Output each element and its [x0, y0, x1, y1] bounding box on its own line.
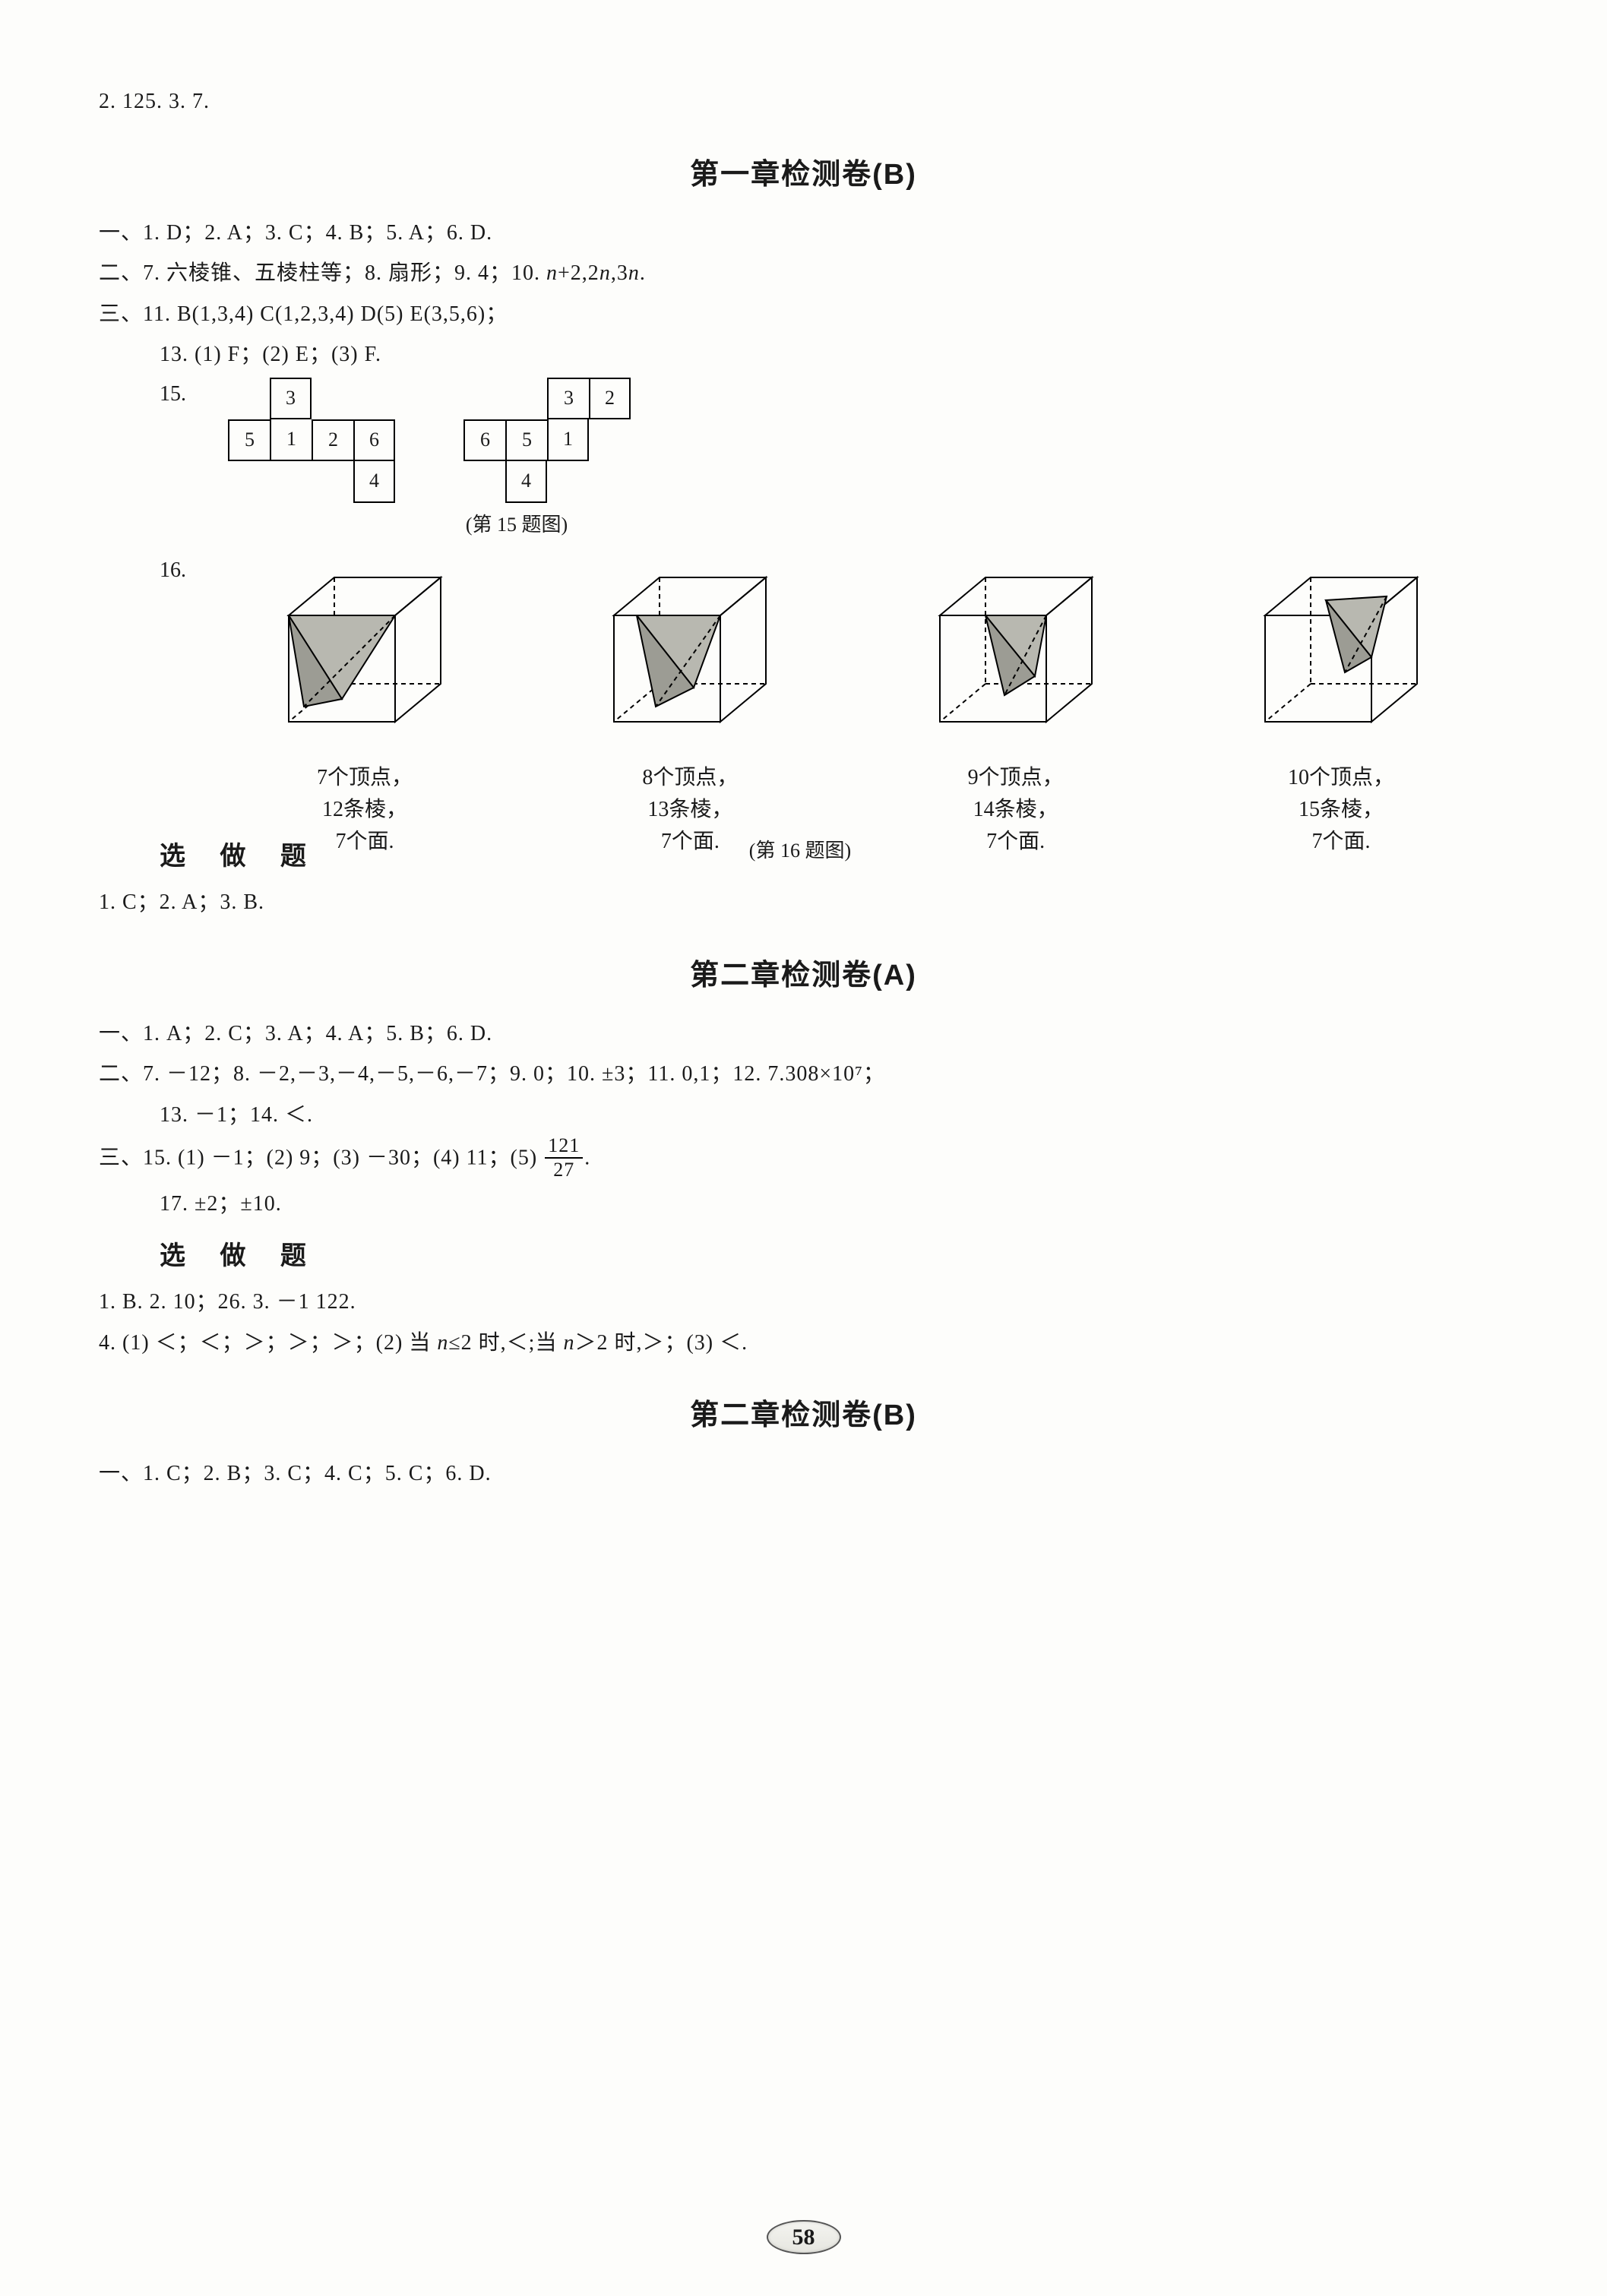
s2-line-17: 17. ±2；±10.	[99, 1186, 1508, 1222]
s1-optional-line: 1. C；2. A；3. B.	[99, 884, 1508, 921]
fraction: 12127	[545, 1136, 583, 1180]
s1-optional-hdr: 选 做 题	[160, 835, 320, 872]
var-n: n	[546, 261, 558, 285]
cube-item-1: 7个顶点， 12条棱， 7个面.	[228, 551, 501, 858]
net2-c: 1	[547, 419, 589, 461]
q16-label: 16.	[160, 551, 228, 583]
net1-c: 5	[228, 419, 270, 461]
net1-c: 4	[353, 461, 395, 503]
cube-svg-1	[258, 551, 471, 748]
var-n: n	[599, 261, 611, 285]
section2-title: 第二章检测卷(A)	[99, 951, 1508, 993]
s1-line-4: 13. (1) F；(2) E；(3) F.	[99, 337, 1508, 373]
s2-line-15: 三、15. (1) －1；(2) 9；(3) －30；(4) 11；(5) 12…	[99, 1137, 1508, 1181]
net2-c: 3	[547, 378, 589, 419]
q15-label: 15.	[160, 378, 228, 406]
cube-svg-2	[584, 551, 796, 748]
section1-title: 第一章检测卷(B)	[99, 150, 1508, 192]
net2-c: 6	[463, 419, 505, 461]
cube-item-3: 9个顶点， 14条棱， 7个面.	[879, 551, 1153, 858]
net-2: 3 2 6 5 1 4	[463, 378, 631, 503]
cube-svg-3	[909, 551, 1122, 748]
s2-opt-2: 4. (1) ＜；＜；＞；＞；＞；(2) 当 n≤2 时,＜;当 n＞2 时,＞…	[99, 1325, 1508, 1361]
nets-container: 3 5 1 2 6 4 3 2	[228, 378, 631, 503]
section3-title: 第二章检测卷(B)	[99, 1391, 1508, 1433]
net2-c: 4	[505, 461, 547, 503]
page-number: 58	[767, 2220, 841, 2254]
net2-c: 5	[505, 419, 547, 461]
net-1: 3 5 1 2 6 4	[228, 378, 395, 503]
s2-line-2: 二、7. －12；8. －2,－3,－4,－5,－6,－7；9. 0；10. ±…	[99, 1056, 1508, 1093]
net1-c: 6	[353, 419, 395, 461]
net1-c: 3	[270, 378, 312, 419]
q16-caption: (第 16 题图)	[320, 835, 1508, 863]
s1-line-2-pre: 二、7. 六棱锥、五棱柱等；8. 扇形；9. 4；10.	[99, 261, 546, 285]
page-number-badge: 58	[767, 2225, 841, 2250]
s2-line-3: 13. －1；14. ＜.	[99, 1097, 1508, 1134]
q15-caption: (第 15 题图)	[228, 509, 805, 537]
q16-row: 16. 7个顶点， 12条棱， 7个面.	[99, 551, 1508, 858]
s1-line-3: 三、11. B(1,3,4) C(1,2,3,4) D(5) E(3,5,6)；	[99, 296, 1508, 333]
page-content: 2. 125. 3. 7. 第一章检测卷(B) 一、1. D；2. A；3. C…	[99, 84, 1508, 1492]
s2-line-1: 一、1. A；2. C；3. A；4. A；5. B；6. D.	[99, 1016, 1508, 1052]
net1-c: 2	[312, 419, 353, 461]
s3-line-1: 一、1. C；2. B；3. C；4. C；5. C；6. D.	[99, 1456, 1508, 1492]
top-continuation: 2. 125. 3. 7.	[99, 84, 1508, 120]
net2-c: 2	[589, 378, 631, 419]
net1-c: 1	[270, 419, 312, 461]
s2-optional-hdr: 选 做 题	[160, 1235, 1508, 1272]
s1-line-2: 二、7. 六棱锥、五棱柱等；8. 扇形；9. 4；10. n+2,2n,3n.	[99, 255, 1508, 292]
cube-svg-4	[1235, 551, 1447, 748]
q15-row: 15. 3 5 1 2 6 4	[99, 378, 1508, 503]
cube-item-4: 10个顶点， 15条棱， 7个面.	[1204, 551, 1478, 858]
var-n: n	[628, 261, 640, 285]
s1-line-1: 一、1. D；2. A；3. C；4. B；5. A；6. D.	[99, 215, 1508, 251]
cubes-container: 7个顶点， 12条棱， 7个面.	[228, 551, 1508, 858]
s1-line-2-post: +2,2	[558, 261, 599, 285]
cube-item-2: 8个顶点， 13条棱， 7个面.	[553, 551, 827, 858]
s2-opt-1: 1. B. 2. 10；26. 3. －1 122.	[99, 1284, 1508, 1320]
